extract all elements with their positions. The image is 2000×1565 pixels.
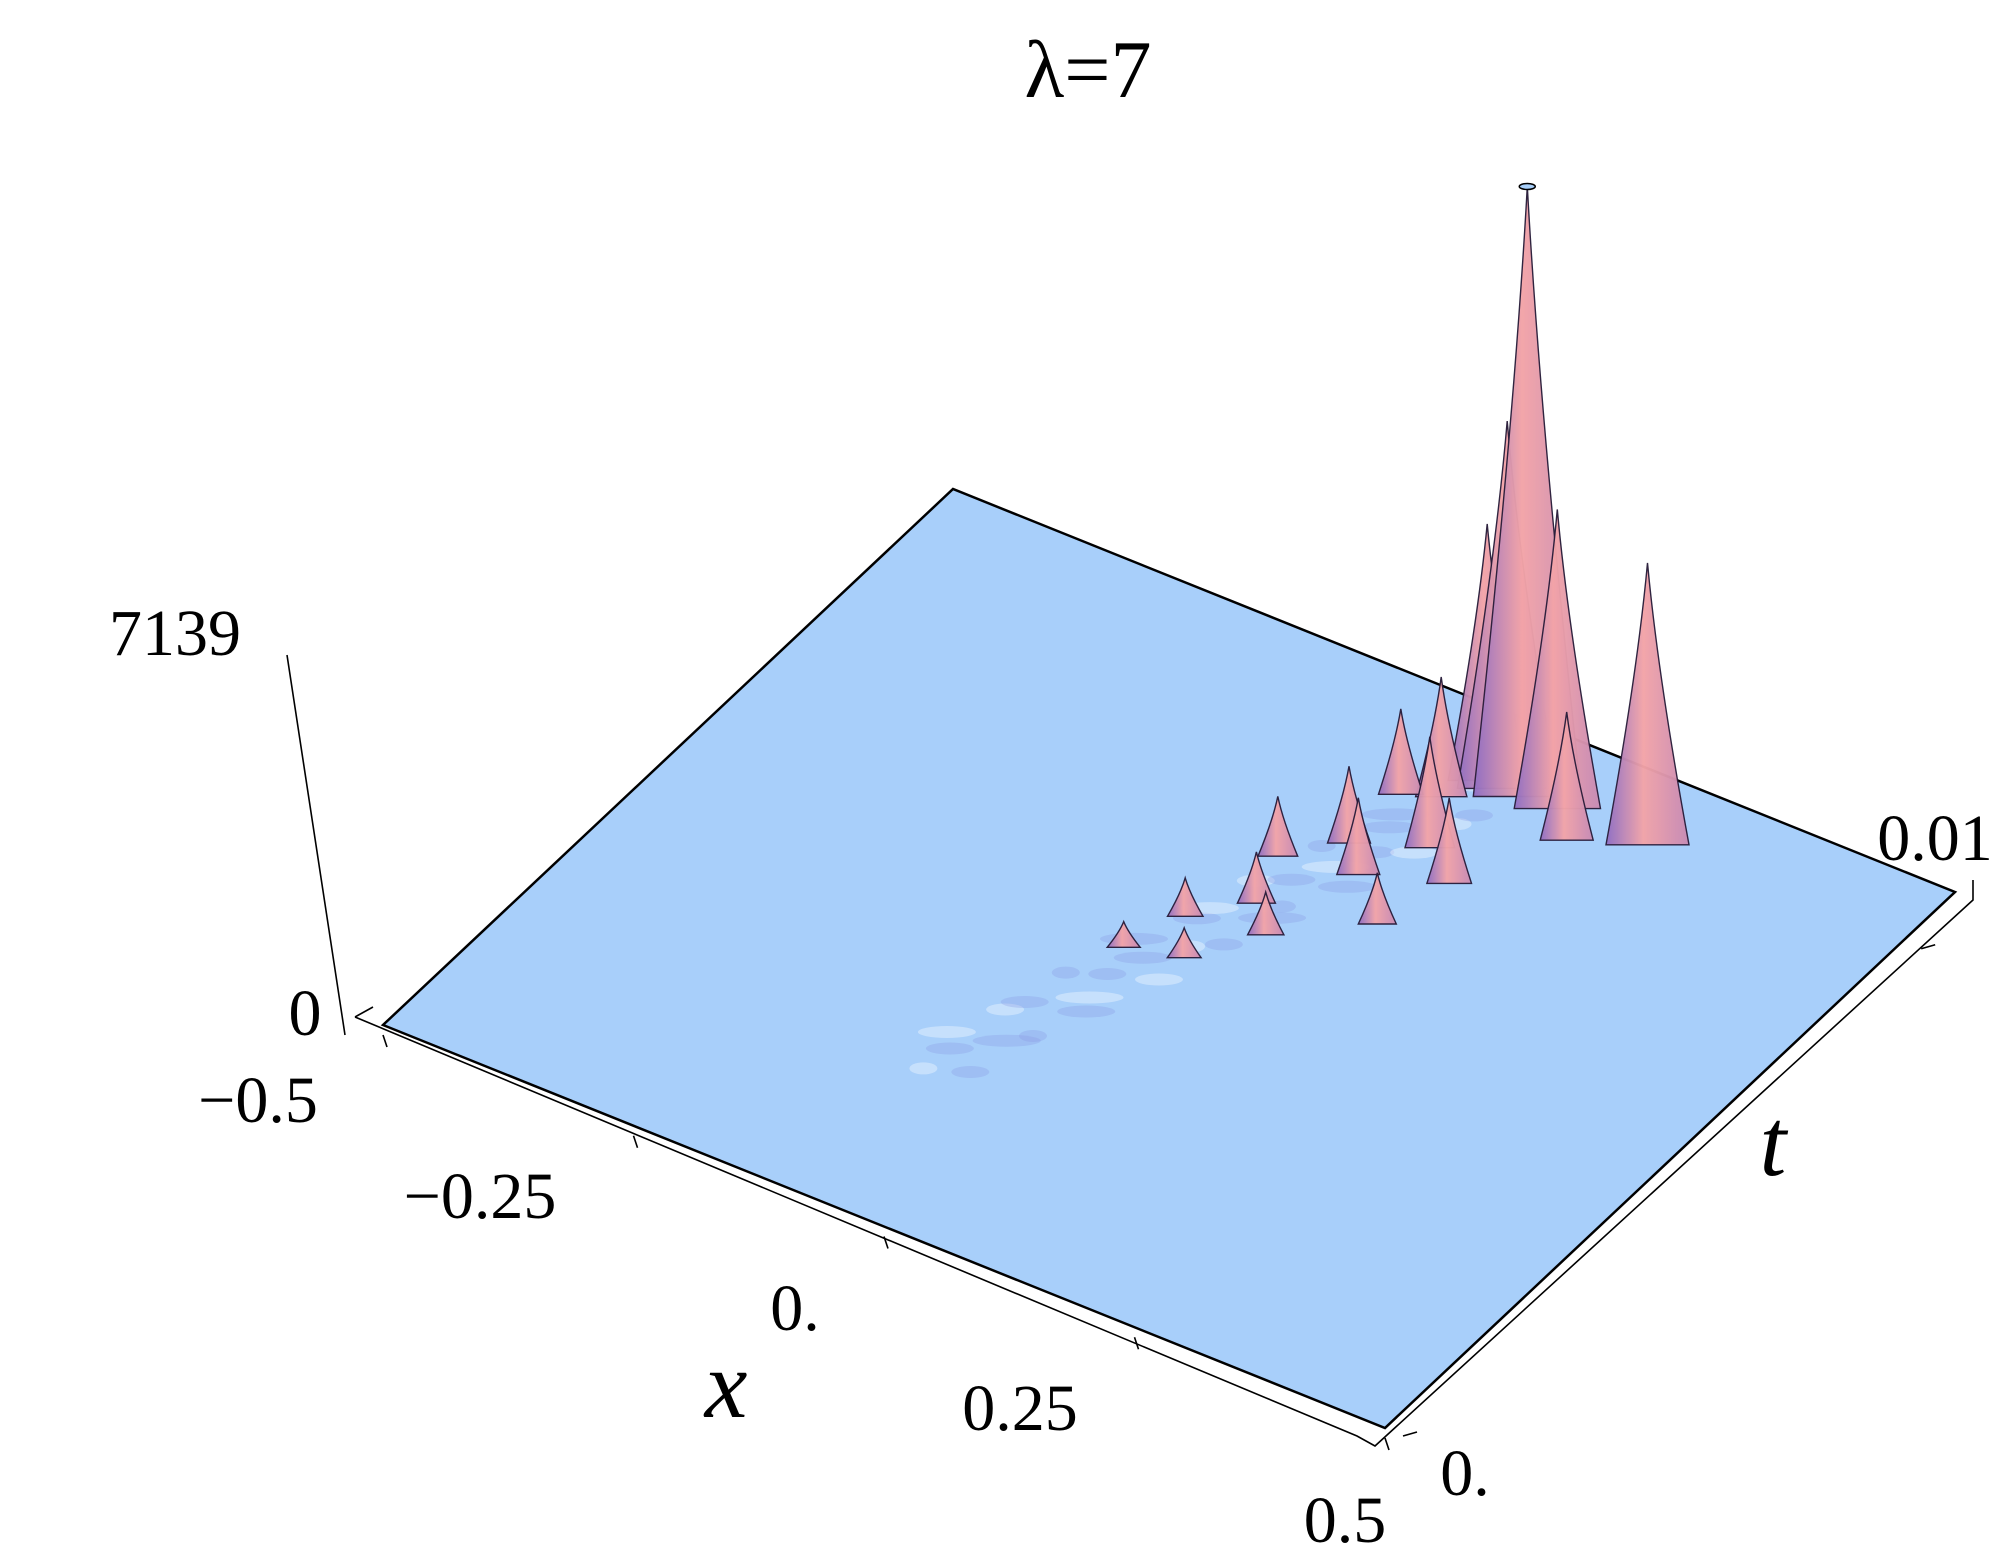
- surface-peak: [1425, 797, 1473, 885]
- surface-peak: [1246, 889, 1286, 936]
- surface-ripple: [1051, 966, 1080, 979]
- box-edge: [354, 880, 1974, 1447]
- x-tick-mark: [883, 1236, 889, 1249]
- x-axis-ticks: −0.5 −0.25 0. 0.25 0.5: [198, 1034, 1390, 1557]
- x-axis-label: x: [703, 1331, 748, 1438]
- surface-peak: [1256, 796, 1299, 857]
- surface-ripple: [917, 1026, 976, 1038]
- surface-ripple: [1204, 938, 1243, 951]
- x-tick-mark: [382, 1034, 388, 1048]
- surface-base: [380, 487, 1958, 1430]
- surface-ripple: [986, 1003, 1025, 1016]
- surface-peak: [1335, 797, 1381, 876]
- surface-ripple: [1267, 873, 1316, 886]
- surface-peak: [1539, 711, 1595, 841]
- box-edge: [354, 1006, 374, 1018]
- surface-ripple: [1318, 880, 1376, 893]
- surface-ripple: [925, 1042, 974, 1055]
- x-tick-mark: [1133, 1336, 1140, 1350]
- z-axis-ticks: 0 7139: [109, 597, 322, 1050]
- surface-ripple: [1135, 973, 1183, 986]
- z-tick-label: 7139: [109, 597, 241, 670]
- x-tick-label: 0.25: [962, 1372, 1078, 1445]
- surface-peak: [1165, 925, 1203, 959]
- surface-ripple: [1360, 821, 1419, 834]
- surface-peaks: [1105, 182, 1690, 959]
- surface-ripple: [1113, 951, 1172, 964]
- t-tick-mark: [1402, 1431, 1418, 1437]
- surface-ripple: [1088, 968, 1127, 980]
- x-tick-mark: [1384, 1437, 1390, 1451]
- x-tick-label: 0.: [770, 1272, 820, 1345]
- surface-peak: [1357, 872, 1398, 925]
- t-axis-ticks: 0. 0.01: [1402, 802, 1993, 1510]
- surface-ripple: [1057, 1005, 1116, 1018]
- z-axis: [286, 654, 346, 1036]
- surface-peak: [1166, 875, 1205, 917]
- surface-ripple: [951, 1066, 990, 1078]
- x-tick-label: −0.5: [198, 1064, 318, 1137]
- surface-ripple: [1455, 809, 1493, 822]
- t-tick-label: 0.01: [1877, 802, 1993, 875]
- t-axis-label: t: [1760, 1089, 1789, 1196]
- x-tick-label: −0.25: [404, 1160, 557, 1233]
- surface-ripple: [972, 1034, 1041, 1047]
- surface-ripple: [1055, 991, 1124, 1004]
- bounding-box-edges: [354, 880, 1974, 1447]
- surface-peak: [1513, 509, 1602, 810]
- surface-ripple: [1390, 846, 1439, 859]
- x-tick-label: 0.5: [1304, 1484, 1387, 1557]
- x-tick-mark: [632, 1135, 639, 1149]
- surface-peak: [1105, 919, 1142, 948]
- surface-ripple: [1000, 996, 1049, 1008]
- t-tick-mark: [1920, 943, 1936, 950]
- peak-cap: [1518, 182, 1537, 191]
- chart-title: λ=7: [1024, 24, 1151, 115]
- t-tick-label: 0.: [1440, 1437, 1490, 1510]
- surface-peak: [1605, 562, 1690, 846]
- surface-ripple: [1019, 1030, 1047, 1042]
- z-tick-label: 0: [289, 977, 322, 1050]
- surface-ripple: [909, 1062, 938, 1075]
- surface-peak: [1377, 708, 1425, 795]
